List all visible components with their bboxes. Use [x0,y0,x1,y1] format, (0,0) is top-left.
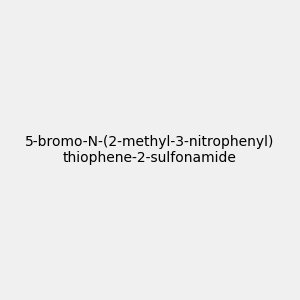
Text: 5-bromo-N-(2-methyl-3-nitrophenyl)
thiophene-2-sulfonamide: 5-bromo-N-(2-methyl-3-nitrophenyl) thiop… [25,135,275,165]
